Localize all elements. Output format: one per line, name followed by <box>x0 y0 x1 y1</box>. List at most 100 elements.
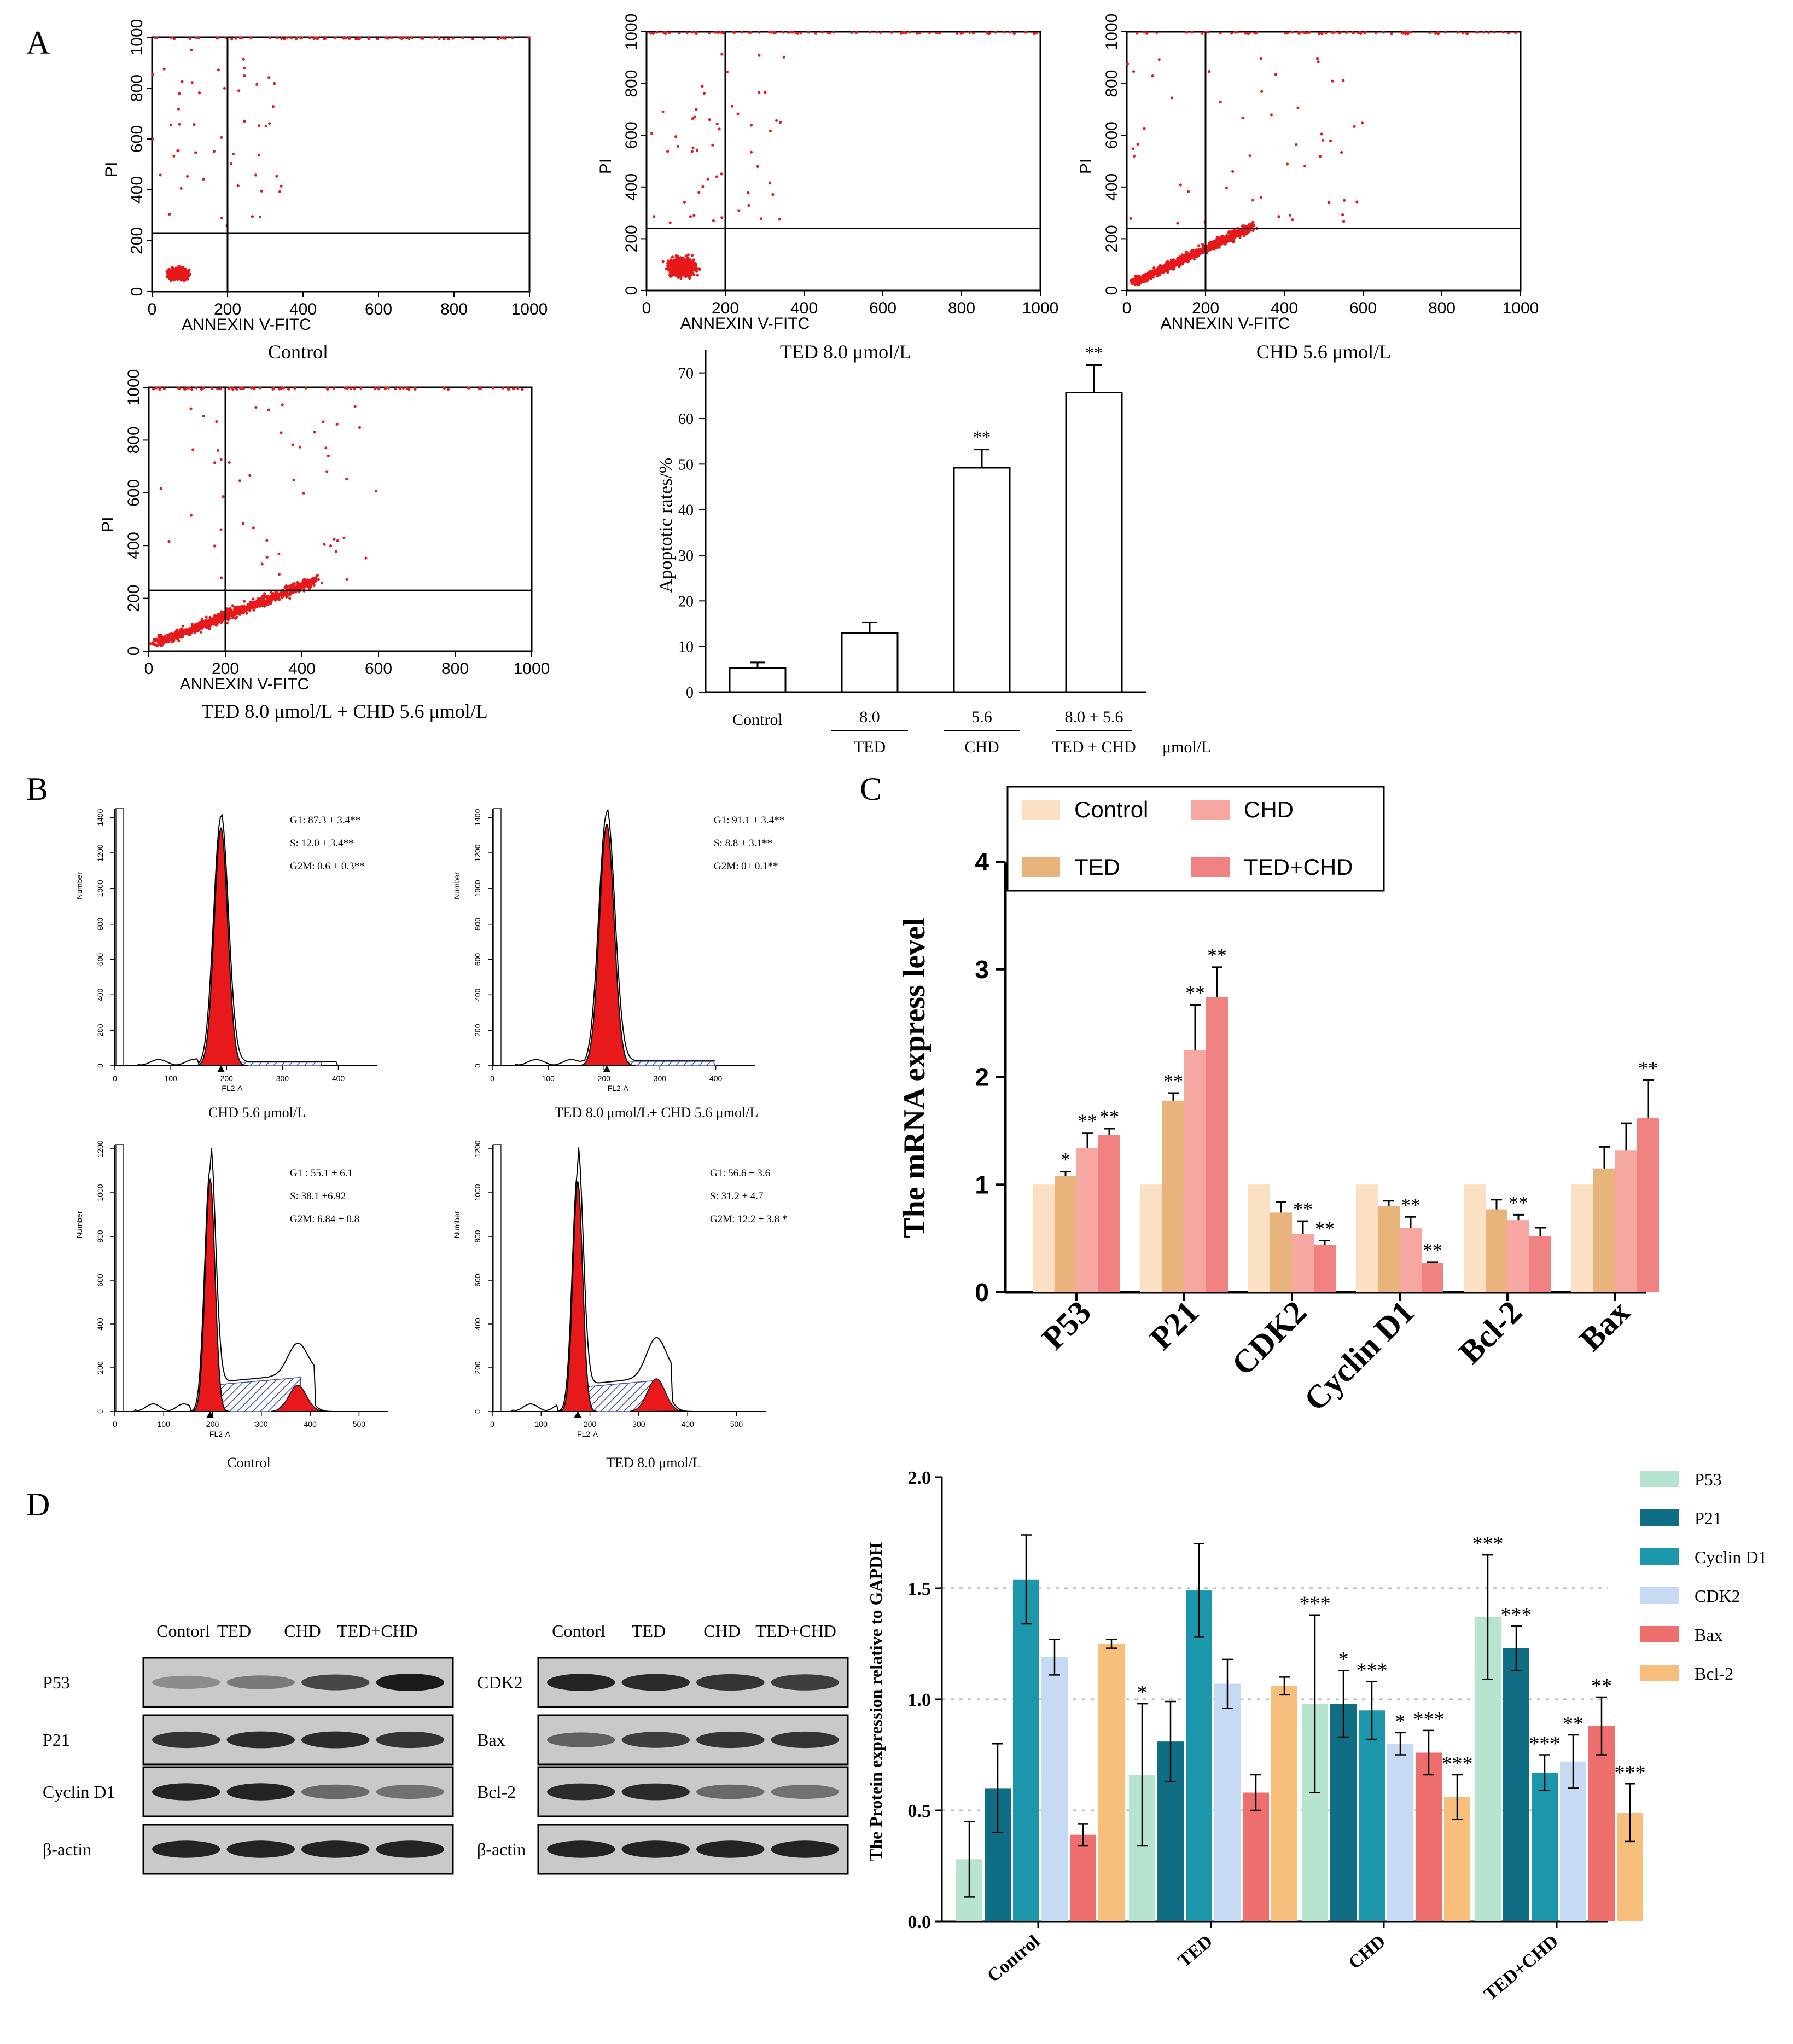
debris-spike <box>493 808 502 1066</box>
scatter-point <box>224 36 228 39</box>
scatter-point <box>193 123 196 126</box>
protein-band <box>376 1785 444 1799</box>
significance-mark: ** <box>1207 944 1227 966</box>
y-tick-label: 600 <box>1103 121 1121 149</box>
y-tick-label: 1000 <box>96 1184 104 1201</box>
scatter-point <box>1286 162 1289 166</box>
scatter-point <box>263 592 266 595</box>
scatter-point <box>987 32 991 36</box>
scatter-point <box>394 387 397 391</box>
plot-caption: TED 8.0 μmol/L + CHD 5.6 μmol/L <box>201 700 488 722</box>
scatter-point <box>245 605 248 608</box>
scatter-point <box>308 36 312 39</box>
scatter-point <box>1201 243 1204 246</box>
scatter-point <box>1136 142 1139 146</box>
scatter-point <box>172 633 176 636</box>
y-axis-label: PI <box>1077 159 1095 174</box>
plot-frame <box>151 36 531 293</box>
scatter-point <box>1201 32 1204 35</box>
legend-swatch <box>1191 800 1230 820</box>
scatter-point <box>184 387 187 391</box>
g1-peak <box>577 823 636 1067</box>
scatter-point <box>254 173 258 177</box>
y-tick-label: 600 <box>473 953 482 966</box>
scatter-point <box>408 37 411 40</box>
y-tick-label: 400 <box>1103 173 1121 201</box>
scatter-point <box>1207 247 1210 250</box>
scatter-point <box>1357 31 1360 34</box>
scatter-point <box>507 388 510 391</box>
scatter-point <box>701 185 705 188</box>
scatter-point <box>1324 31 1328 35</box>
scatter-point <box>447 38 450 41</box>
scatter-point <box>358 426 362 429</box>
protein-bar <box>1532 1772 1558 1921</box>
scatter-point <box>826 31 830 34</box>
legend-swatch <box>1022 800 1060 820</box>
x-tick-label: 0 <box>642 299 651 317</box>
mrna-bar <box>1140 1184 1162 1292</box>
legend-label: Cyclin D1 <box>1695 1547 1767 1567</box>
scatter-point <box>202 625 205 628</box>
y-tick-label: 1200 <box>96 844 104 861</box>
scatter-point <box>159 173 162 177</box>
legend-swatch <box>1640 1587 1679 1604</box>
protein-band <box>621 1732 690 1748</box>
protein-bar <box>1359 1710 1385 1921</box>
scatter-point <box>183 631 187 634</box>
scatter-point <box>778 121 782 124</box>
protein-bar <box>1416 1752 1442 1921</box>
scatter-point <box>680 268 683 271</box>
scatter-point <box>1225 236 1229 240</box>
y-tick-label: 600 <box>96 1274 104 1287</box>
x-axis-label: ANNEXIN V-FITC <box>1161 315 1290 333</box>
x-category-label: Control <box>983 1931 1044 1987</box>
scatter-point <box>1295 143 1298 146</box>
scatter-point <box>708 118 711 121</box>
phase-stat: G1: 87.3 ± 3.4** <box>290 815 360 826</box>
scatter-point <box>278 387 281 391</box>
y-tick-label: 1400 <box>96 809 104 826</box>
scatter-point <box>1180 262 1183 265</box>
scatter-point <box>195 36 198 39</box>
scatter-point <box>1186 252 1190 256</box>
y-tick-label: 600 <box>96 953 104 966</box>
scatter-point <box>686 263 690 266</box>
y-tick-label: 400 <box>473 1317 482 1331</box>
scatter-point <box>1182 255 1185 258</box>
scatter-point <box>310 582 313 585</box>
y-tick-label: 800 <box>473 918 482 931</box>
protein-band <box>621 1674 690 1691</box>
scatter-point <box>309 585 313 588</box>
scatter-point <box>240 605 243 608</box>
scatter-point <box>210 618 213 622</box>
scatter-point <box>747 191 750 194</box>
scatter-point <box>235 611 238 614</box>
scatter-points <box>151 36 531 282</box>
scatter-point <box>296 580 299 584</box>
scatter-point <box>208 618 211 622</box>
protein-bar <box>1271 1686 1297 1921</box>
scatter-point <box>190 48 193 51</box>
scatter-point <box>1133 283 1137 287</box>
protein-band <box>226 1783 295 1801</box>
scatter-point <box>1132 280 1136 283</box>
scatter-point <box>268 36 271 39</box>
scatter-point <box>270 599 273 602</box>
scatter-point <box>971 32 975 35</box>
plot-frame <box>645 31 1041 292</box>
scatter-point <box>190 628 194 631</box>
phase-stat: G1 : 55.1 ± 6.1 <box>290 1168 353 1179</box>
scatter-point <box>1306 31 1309 34</box>
scatter-point <box>345 478 348 481</box>
scatter-point <box>1132 154 1136 158</box>
scatter-point <box>277 552 281 555</box>
scatter-point <box>502 37 506 40</box>
scatter-point <box>664 31 667 34</box>
scatter-point <box>1343 199 1346 202</box>
scatter-point <box>387 37 390 40</box>
y-tick-label: 0 <box>128 287 146 297</box>
scatter-point <box>1360 121 1364 125</box>
x-tick-label: 100 <box>158 1420 171 1429</box>
